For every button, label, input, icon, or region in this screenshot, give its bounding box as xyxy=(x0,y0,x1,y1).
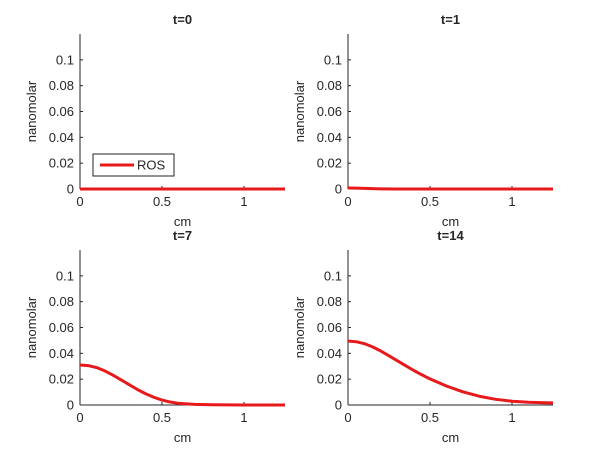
subplot-title: t=7 xyxy=(173,228,192,243)
x-tick-label: 0 xyxy=(76,410,83,425)
y-tick-label: 0.02 xyxy=(49,156,74,171)
x-axis-label: cm xyxy=(442,430,459,445)
y-axis-label: nanomolar xyxy=(292,80,307,142)
y-tick-label: 0.04 xyxy=(317,130,342,145)
y-tick-label: 0.08 xyxy=(49,78,74,93)
y-axis-label: nanomolar xyxy=(24,80,39,142)
y-tick-label: 0.1 xyxy=(324,52,342,67)
x-tick-label: 0.5 xyxy=(421,194,439,209)
x-tick-label: 0 xyxy=(344,194,351,209)
y-tick-label: 0.02 xyxy=(49,372,74,387)
y-tick-label: 0 xyxy=(67,398,74,413)
y-tick-label: 0.06 xyxy=(49,104,74,119)
x-tick-label: 1 xyxy=(240,410,247,425)
y-tick-label: 0.02 xyxy=(317,156,342,171)
y-tick-label: 0.04 xyxy=(49,346,74,361)
legend-label: ROS xyxy=(137,158,166,173)
y-tick-label: 0.06 xyxy=(49,320,74,335)
subplot-4: t=14 0 0.02 0.04 0.06 0.08 0.1 0 0.5 1 cm nanomolar xyxy=(292,228,554,445)
x-axis-label: cm xyxy=(174,430,191,445)
x-tick-label: 0.5 xyxy=(153,410,171,425)
y-axis-label: nanomolar xyxy=(292,296,307,358)
series-line-ros xyxy=(347,339,554,405)
y-tick-label: 0.08 xyxy=(317,78,342,93)
legend: ROS xyxy=(92,153,175,177)
y-tick-label: 0.08 xyxy=(49,294,74,309)
x-tick-label: 0.5 xyxy=(421,410,439,425)
series-line-ros xyxy=(347,186,553,191)
y-tick-label: 0 xyxy=(335,398,342,413)
y-tick-label: 0.06 xyxy=(317,104,342,119)
subplot-title: t=14 xyxy=(437,228,464,243)
x-tick-label: 0 xyxy=(76,194,83,209)
x-axis-label: cm xyxy=(174,214,191,229)
y-tick-label: 0.02 xyxy=(317,372,342,387)
y-tick-label: 0.08 xyxy=(317,294,342,309)
y-tick-label: 0 xyxy=(67,182,74,197)
x-tick-label: 1 xyxy=(240,194,247,209)
subplot-3: t=7 0 0.02 0.04 0.06 0.08 0.1 0 0.5 1 cm nanomolar xyxy=(24,228,285,445)
x-tick-label: 1 xyxy=(508,194,515,209)
y-tick-label: 0.1 xyxy=(324,268,342,283)
series-line-ros xyxy=(79,363,285,407)
y-tick-label: 0.06 xyxy=(317,320,342,335)
x-tick-label: 1 xyxy=(508,410,515,425)
x-axis-label: cm xyxy=(442,214,459,229)
y-tick-label: 0.1 xyxy=(56,52,74,67)
x-tick-label: 0 xyxy=(344,410,351,425)
subplot-1: t=0 0 0.02 0.04 0.06 0.08 0.1 0 0.5 1 cm nanomolar R… xyxy=(24,12,285,229)
y-tick-label: 0 xyxy=(335,182,342,197)
y-tick-label: 0.1 xyxy=(56,268,74,283)
subplot-title: t=1 xyxy=(441,12,460,27)
subplot-2: t=1 0 0.02 0.04 0.06 0.08 0.1 0 0.5 1 cm nanomolar xyxy=(292,12,553,229)
y-axis-label: nanomolar xyxy=(24,296,39,358)
x-tick-label: 0.5 xyxy=(153,194,171,209)
y-tick-label: 0.04 xyxy=(49,130,74,145)
y-tick-label: 0.04 xyxy=(317,346,342,361)
subplot-title: t=0 xyxy=(173,12,192,27)
